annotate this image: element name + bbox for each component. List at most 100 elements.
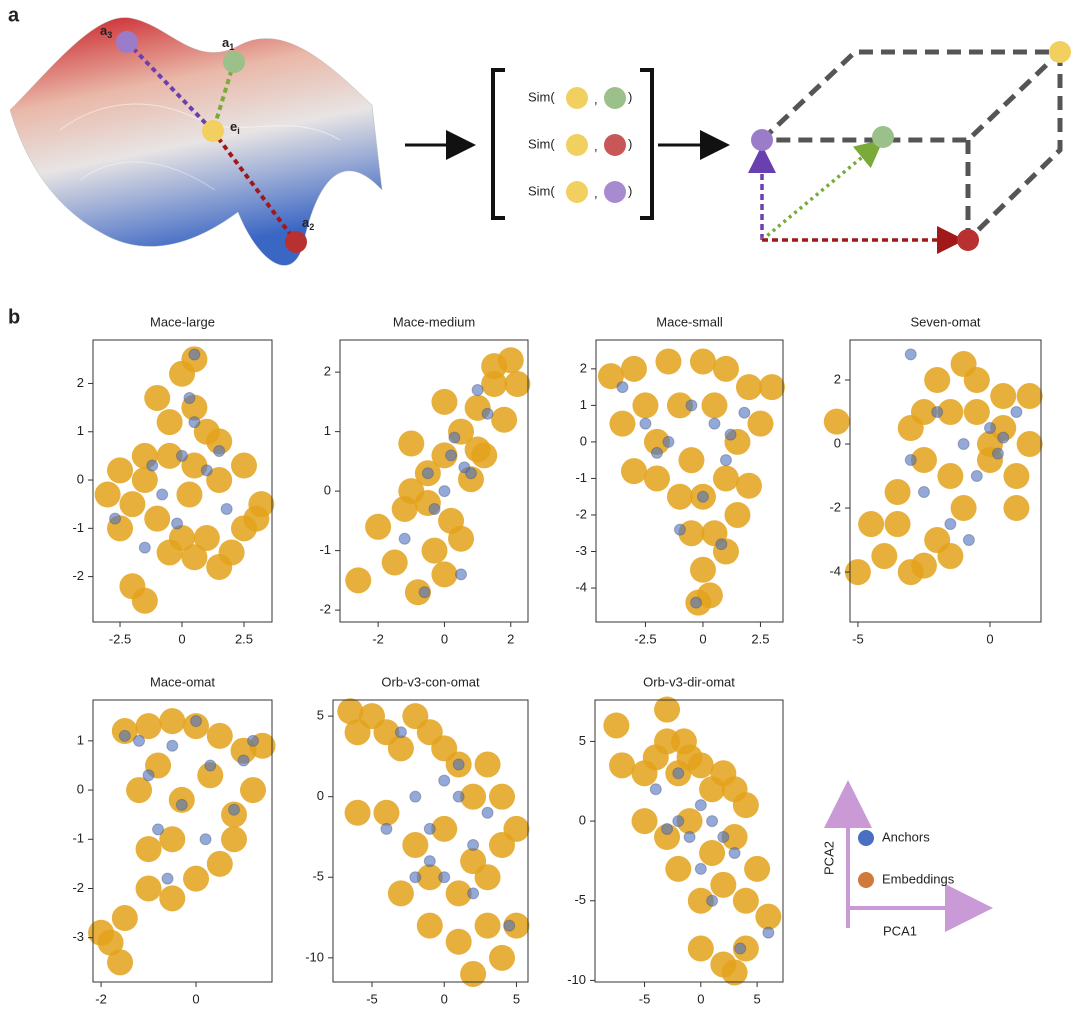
surface-paths <box>125 40 298 244</box>
embedding-point <box>445 880 472 907</box>
embedding-point <box>218 539 245 566</box>
embedding-point <box>373 799 400 826</box>
y-tick-label: 5 <box>317 708 324 723</box>
x-tick-label: -2.5 <box>109 631 131 646</box>
embedding-point <box>431 388 458 415</box>
embedding-point <box>206 428 233 455</box>
anchor-point <box>991 447 1004 460</box>
embedding-point <box>474 912 501 939</box>
y-tick-label: -4 <box>575 579 587 594</box>
anchor-point <box>944 518 957 531</box>
anchor-point <box>394 726 407 739</box>
embedding-point <box>159 885 186 912</box>
embedding-point <box>687 935 714 962</box>
chart-title: Orb-v3-dir-omat <box>643 674 735 689</box>
anchor-point <box>708 417 721 430</box>
anchor-point <box>380 822 393 835</box>
anchor-point <box>1010 406 1023 419</box>
embedding-point <box>963 399 990 426</box>
anchor-point <box>213 445 226 458</box>
anchor-point <box>503 919 516 932</box>
anchor-point <box>438 485 451 498</box>
embedding-point <box>344 799 371 826</box>
anchor-point <box>694 862 707 875</box>
anchor-point <box>616 381 629 394</box>
anchor-point <box>672 767 685 780</box>
embedding-point <box>666 392 693 419</box>
legend: Anchors Embeddings PCA1 PCA2 <box>821 780 993 938</box>
y-tick-label: -5 <box>574 892 586 907</box>
anchor-point <box>467 887 480 900</box>
embedding-point <box>448 525 475 552</box>
cube-points <box>751 41 1071 251</box>
embedding-point <box>398 430 425 457</box>
embedding-point <box>689 348 716 375</box>
y-tick-label: 2 <box>580 360 587 375</box>
anchor-point <box>423 855 436 868</box>
anchor-point <box>146 459 159 472</box>
sim-circle <box>566 87 588 109</box>
bracket <box>640 68 654 220</box>
embedding-point <box>603 712 630 739</box>
embedding-point <box>687 752 714 779</box>
embedding-point <box>732 792 759 819</box>
embedding-point <box>381 549 408 576</box>
x-tick-label: -5 <box>366 991 378 1006</box>
embedding-point <box>844 559 871 586</box>
label-sub: 3 <box>107 30 112 40</box>
embedding-point <box>643 465 670 492</box>
embedding-point <box>197 762 224 789</box>
embedding-point <box>489 832 515 859</box>
x-tick-label: 0 <box>697 991 704 1006</box>
anchor-point <box>418 586 431 599</box>
anchor-point <box>152 823 165 836</box>
anchor-point <box>662 435 675 448</box>
y-tick-label: -3 <box>72 929 84 944</box>
embedding-point <box>181 452 208 479</box>
chart-title: Mace-small <box>656 314 723 329</box>
anchor-point <box>109 512 122 525</box>
embedding-point <box>491 406 518 433</box>
embedding-point <box>937 399 964 426</box>
embedding-point <box>897 415 924 442</box>
y-tick-label: 5 <box>579 733 586 748</box>
x-tick-label: 5 <box>753 991 760 1006</box>
label-sub: 2 <box>309 222 314 232</box>
anchor-point <box>694 799 707 812</box>
anchor-point <box>421 467 434 480</box>
embedding-point <box>464 436 491 463</box>
plot-frame <box>92 699 273 983</box>
anchor-point <box>161 872 174 885</box>
embedding-point <box>421 537 448 564</box>
embedding-point <box>678 447 705 474</box>
y-tick-label: -1 <box>72 520 84 535</box>
x-tick-label: 0 <box>441 631 448 646</box>
y-tick-label: -5 <box>312 869 324 884</box>
embedding-point <box>758 374 785 401</box>
plot-frame <box>595 339 784 623</box>
sim-close: ) <box>628 136 632 151</box>
embedding-point <box>431 442 458 469</box>
embedding-point <box>666 483 693 510</box>
embedding-point <box>721 824 748 851</box>
plot-frame <box>339 339 529 623</box>
anchor-point <box>717 831 730 844</box>
embedding-point <box>156 442 183 469</box>
anchor-point <box>171 517 184 530</box>
embedding-point <box>345 567 372 594</box>
anchor-point <box>118 729 131 742</box>
bracket <box>491 68 505 220</box>
cube-arrows <box>748 139 965 254</box>
label-base: e <box>230 119 237 134</box>
y-tick-label: 0 <box>324 483 331 498</box>
y-tick-label: 0 <box>317 788 324 803</box>
point-label: a2 <box>302 215 314 232</box>
embedding-point <box>365 513 392 540</box>
anchor-point <box>237 754 250 767</box>
embedding-point <box>747 410 774 437</box>
anchor-point <box>175 798 188 811</box>
embedding-point <box>609 752 636 779</box>
embedding-point <box>183 865 210 892</box>
embedding-point <box>489 944 515 971</box>
sim-open: Sim( <box>528 89 555 104</box>
